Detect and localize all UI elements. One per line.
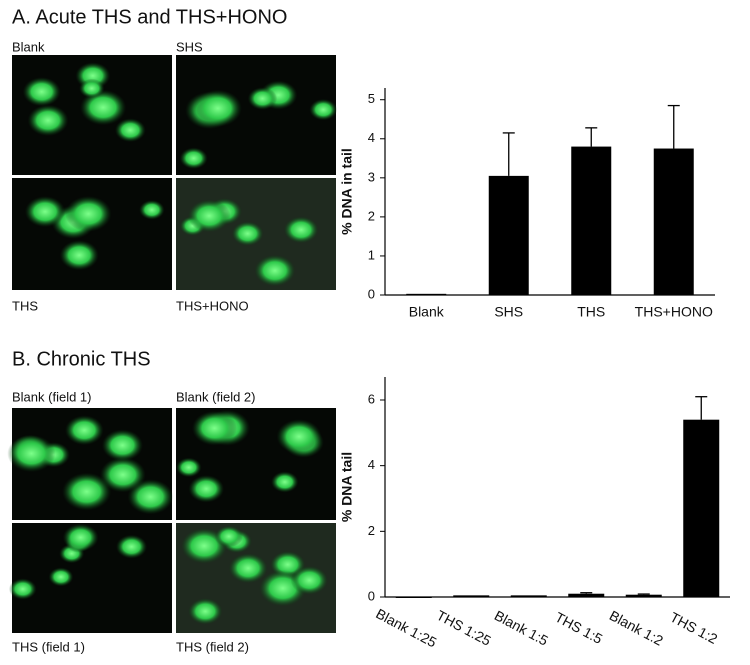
cell: [115, 534, 148, 559]
micrograph: [12, 178, 172, 290]
bar: [395, 597, 432, 598]
x-tick-label: THS 1:5: [552, 609, 605, 647]
x-tick-label: Blank: [409, 304, 445, 320]
x-tick-label: THS: [577, 304, 605, 320]
micrographs: [7, 55, 338, 633]
y-tick-label: 4: [368, 457, 375, 472]
y-tick-label: 3: [368, 169, 375, 184]
cell: [193, 89, 242, 127]
bar: [453, 595, 490, 597]
cell: [271, 471, 299, 493]
cell: [48, 567, 74, 587]
x-tick-label: THS 1:2: [667, 609, 720, 647]
cell: [24, 196, 66, 228]
cell: [62, 472, 112, 511]
bar: [653, 148, 694, 295]
x-tick-label: Blank 1:5: [492, 607, 551, 649]
image-label: Blank (field 1): [12, 389, 91, 404]
x-tick-label: THS 1:25: [434, 607, 494, 649]
cell: [99, 457, 146, 493]
y-axis-label: % DNA tail: [339, 452, 355, 522]
image-label: THS (field 2): [176, 639, 249, 654]
bar: [510, 595, 547, 597]
y-tick-label: 0: [368, 588, 375, 603]
cell: [254, 254, 296, 287]
image-label: THS (field 1): [12, 639, 85, 654]
bar: [683, 419, 720, 597]
cell: [247, 87, 278, 110]
cell: [127, 479, 174, 515]
y-tick-label: 1: [368, 247, 375, 262]
y-tick-label: 2: [368, 208, 375, 223]
cell: [283, 216, 319, 244]
x-tick-label: SHS: [494, 304, 523, 320]
cell: [191, 410, 237, 446]
cell: [188, 475, 225, 503]
cell: [65, 415, 104, 446]
cell: [62, 523, 99, 552]
bar: [406, 293, 447, 295]
cell: [22, 77, 61, 107]
image-label: Blank (field 2): [176, 389, 255, 404]
cell: [79, 78, 105, 99]
x-tick-label: Blank 1:2: [607, 607, 666, 649]
y-axis-label: % DNA in tail: [339, 148, 355, 235]
y-tick-label: 5: [368, 91, 375, 106]
cell: [290, 565, 328, 595]
bar: [568, 593, 605, 597]
cell: [188, 598, 223, 625]
cell: [309, 98, 338, 121]
image-label: THS: [12, 298, 38, 313]
y-tick-label: 2: [368, 523, 375, 538]
cell: [65, 196, 112, 232]
cell: [228, 553, 268, 584]
bar: [571, 146, 612, 295]
cell: [187, 199, 231, 233]
panel-title: B. Chronic THS: [12, 348, 151, 370]
cell: [59, 240, 99, 271]
x-tick-label: THS+HONO: [635, 304, 713, 320]
cell: [276, 419, 322, 454]
image-label: Blank: [12, 39, 45, 54]
cell: [7, 434, 56, 473]
cell: [139, 200, 165, 220]
cell: [231, 221, 264, 246]
x-tick-label: Blank 1:25: [373, 605, 439, 650]
panel-title: A. Acute THS and THS+HONO: [12, 6, 288, 28]
cell: [27, 104, 69, 137]
y-tick-label: 4: [368, 130, 375, 145]
cell: [176, 457, 202, 478]
cell: [179, 147, 208, 170]
y-tick-label: 6: [368, 391, 375, 406]
bar: [488, 175, 529, 295]
bar: [625, 594, 662, 597]
cell: [114, 118, 146, 143]
y-tick-label: 0: [368, 286, 375, 301]
cell: [8, 578, 37, 600]
image-label: SHS: [176, 39, 203, 54]
cell: [101, 429, 144, 462]
cell: [214, 525, 244, 548]
image-label: THS+HONO: [176, 298, 249, 313]
cell: [80, 89, 127, 126]
